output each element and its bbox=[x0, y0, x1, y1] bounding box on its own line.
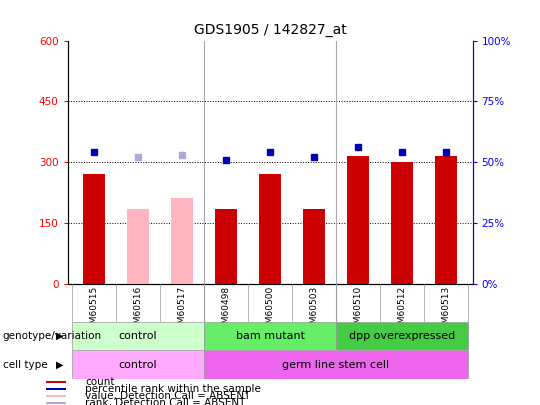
Text: ▶: ▶ bbox=[56, 331, 64, 341]
Text: genotype/variation: genotype/variation bbox=[3, 331, 102, 341]
Text: GSM60510: GSM60510 bbox=[354, 286, 362, 335]
Text: dpp overexpressed: dpp overexpressed bbox=[349, 331, 455, 341]
Bar bbox=[83, 174, 105, 284]
Text: GSM60498: GSM60498 bbox=[221, 286, 231, 335]
Bar bbox=[215, 209, 237, 284]
Text: value, Detection Call = ABSENT: value, Detection Call = ABSENT bbox=[85, 391, 251, 401]
Text: control: control bbox=[119, 360, 157, 369]
Title: GDS1905 / 142827_at: GDS1905 / 142827_at bbox=[194, 23, 346, 37]
Text: GSM60500: GSM60500 bbox=[266, 286, 274, 335]
Text: percentile rank within the sample: percentile rank within the sample bbox=[85, 384, 261, 394]
Bar bbox=[204, 322, 336, 350]
Text: bam mutant: bam mutant bbox=[235, 331, 305, 341]
Bar bbox=[72, 350, 204, 379]
Text: GSM60513: GSM60513 bbox=[442, 286, 450, 335]
Bar bbox=[347, 156, 369, 284]
Text: GSM60515: GSM60515 bbox=[90, 286, 98, 335]
Bar bbox=[303, 209, 325, 284]
Text: GSM60512: GSM60512 bbox=[397, 286, 407, 335]
Text: count: count bbox=[85, 377, 115, 387]
Bar bbox=[46, 402, 66, 404]
Bar bbox=[435, 156, 457, 284]
Bar bbox=[127, 209, 149, 284]
Text: germ line stem cell: germ line stem cell bbox=[282, 360, 389, 369]
Text: ▶: ▶ bbox=[56, 360, 64, 369]
Bar bbox=[204, 350, 468, 379]
Bar bbox=[46, 388, 66, 390]
Text: control: control bbox=[119, 331, 157, 341]
Bar bbox=[72, 322, 204, 350]
Bar bbox=[46, 395, 66, 397]
Bar bbox=[171, 198, 193, 284]
Bar bbox=[46, 381, 66, 383]
Text: GSM60517: GSM60517 bbox=[178, 286, 186, 335]
Bar bbox=[391, 162, 413, 284]
Text: cell type: cell type bbox=[3, 360, 48, 369]
Text: GSM60503: GSM60503 bbox=[309, 286, 319, 335]
Text: rank, Detection Call = ABSENT: rank, Detection Call = ABSENT bbox=[85, 398, 246, 405]
Text: GSM60516: GSM60516 bbox=[133, 286, 143, 335]
Bar bbox=[259, 174, 281, 284]
Bar bbox=[336, 322, 468, 350]
